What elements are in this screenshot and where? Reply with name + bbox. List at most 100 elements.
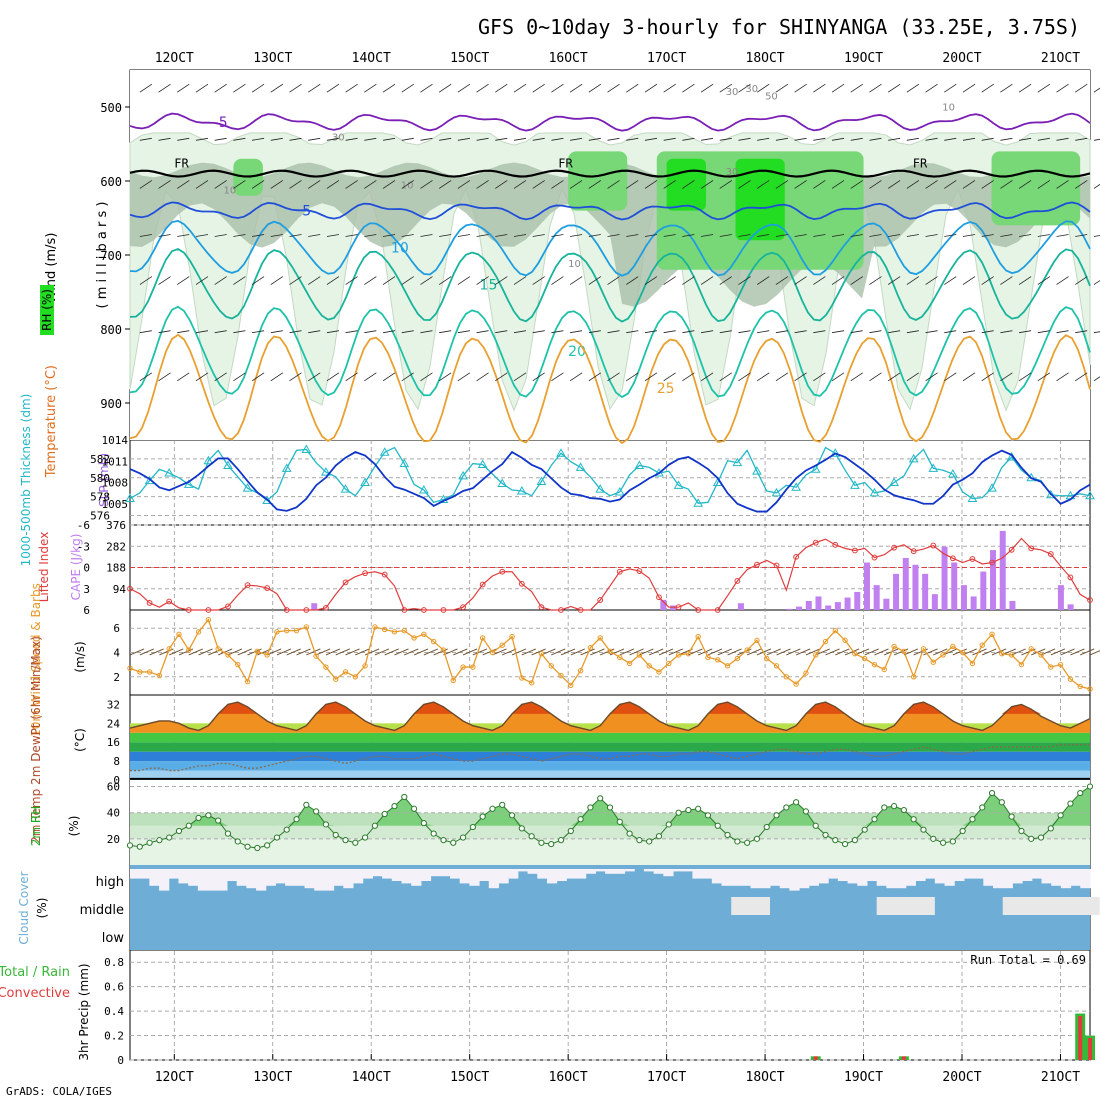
wind-barb [476,372,489,382]
y-tick-label: 700 [100,249,122,263]
thickness-point [1085,490,1095,500]
rh-point [205,812,212,819]
wind-barb [831,234,845,237]
li-point [283,607,290,613]
cape-bar [854,591,861,610]
wind-barb [495,276,508,285]
wind-barb [1056,83,1069,93]
wind-barb [1018,276,1032,285]
wind-barb [177,83,190,93]
wind-barb [382,180,396,189]
wind-barb [139,372,153,382]
li-tick-label: 0 [83,562,90,575]
rh-point [518,825,525,832]
wind-barb [532,137,545,141]
rh-point [156,837,163,844]
bottom-tick-label: 15OCT [450,1070,489,1085]
cloud-high-gap [401,869,412,884]
wind-barb [551,372,564,382]
wind-barb [700,83,714,93]
wind-barb [719,372,733,382]
cloud-high-gap [459,869,470,884]
wind-barb [551,180,564,189]
wind-barb [364,137,377,141]
wind-barb [738,137,751,141]
wind-barb [775,180,789,189]
cloud-high-gap [653,869,664,874]
wind-barb [906,83,920,93]
cloud-middle-gap [731,897,770,915]
cloud-high-gap [624,869,635,872]
li-point [656,594,662,601]
wind-barb [775,372,789,382]
wind-speed-point [1028,646,1034,652]
wind-barb [981,137,994,141]
bottom-tick-label: 12OCT [155,1070,194,1085]
li-point [969,556,976,562]
wind-barb [551,276,564,285]
wind-barb [569,372,583,382]
wind-barb-10m [972,648,987,656]
wind-speed-point [215,646,221,652]
wind-barb [925,180,938,189]
cape-tick-label: 282 [106,540,126,553]
label-precip-conv: Convective [0,986,70,1001]
wind-barb [925,372,938,382]
wind-barb [233,372,246,382]
wind-barb [214,180,227,189]
wind-barb [701,137,714,141]
wind-barb [569,276,583,285]
cape-bar [951,562,958,610]
cloud-high-gap [896,869,907,889]
cloud-high-gap [343,869,354,889]
wind-barb-10m [296,648,311,656]
thickness-slp-plot: 576 578 580 582 1005 1008 1011 1014 [90,434,1095,523]
wind-barb [869,180,882,189]
wind-barb [532,83,545,93]
wind-barb [476,276,489,285]
wind-barb [1018,372,1032,382]
bottom-tick-label: 17OCT [647,1070,686,1085]
rh-point [1008,813,1015,820]
wind-barb-10m [198,648,213,656]
wind-barb-10m [619,648,634,656]
wind-barb [663,330,676,334]
wind-barb-10m [805,648,821,656]
cloud-high-gap [265,869,276,886]
rh-point [459,834,467,841]
wind-barb [682,372,695,382]
wind-barb-10m [991,648,1007,656]
cloud-high-gap [702,869,713,879]
cape-bar [737,603,744,610]
cloud-high-gap [760,869,771,889]
temp-tick-label: 16 [107,736,120,749]
wind-barb [326,330,339,334]
cloud-high-gap [993,869,1004,889]
rh-point [195,814,202,822]
label-millibars: ( m i l l i b a r s ) [95,202,110,309]
rh-point [871,816,878,823]
cloud-high-gap [411,869,422,886]
wind-barb [177,180,190,189]
thickness-point [262,495,273,504]
wind-barb-10m [521,648,537,656]
precip-tick-label: 0.6 [104,981,124,994]
cloud-high-gap [673,869,684,872]
rh-swatch [40,285,54,335]
wind-barb [551,137,564,141]
slp-tick-label: 1005 [102,498,129,511]
wind-barb [382,234,396,237]
top-tick-label: 12OCT [155,51,194,66]
cape-bar [1067,604,1074,610]
wind-barb [252,330,265,334]
wind-barb [644,180,658,189]
wind-barb [682,330,695,334]
thickness-tick-label: 576 [90,510,110,523]
cloud-high-gap [595,869,606,872]
wind-speed-point [773,663,780,669]
wind-barb-10m [325,648,341,656]
chart-title: GFS 0~10day 3-hourly for SHINYANGA (33.2… [478,15,1080,39]
wind-barb [775,330,788,334]
wind-barb [382,372,396,382]
wind-barb [644,83,658,93]
